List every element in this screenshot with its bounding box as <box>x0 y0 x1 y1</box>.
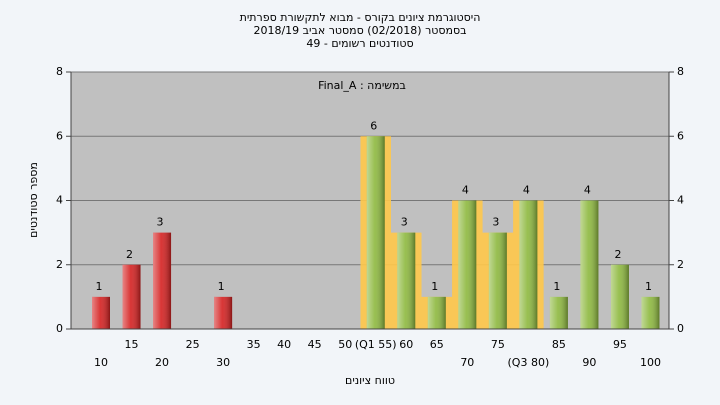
y-axis-label: מספר סטודנטים <box>27 162 40 238</box>
value-label: 2 <box>126 248 133 261</box>
x-tick-label: 35 <box>247 338 261 351</box>
chart-subtitle: בסמסטר (02/2018) סמסטר אביב 2018/19 <box>253 24 466 37</box>
bar-shade <box>397 232 416 329</box>
bar-shade <box>153 232 172 329</box>
value-label: 3 <box>401 216 408 229</box>
value-label: 1 <box>96 280 103 293</box>
value-label: 1 <box>645 280 652 293</box>
x-tick-label: 100 <box>640 356 661 369</box>
y2-tick-label: 4 <box>677 194 684 207</box>
x-tick-label: 70 <box>460 356 474 369</box>
x-tick-label: 20 <box>155 356 169 369</box>
bar-shade <box>122 264 141 329</box>
y2-tick-label: 6 <box>677 129 684 142</box>
bar-shade <box>366 136 385 329</box>
value-label: 1 <box>553 280 560 293</box>
bar-shade <box>549 296 568 329</box>
x-tick-label: 10 <box>94 356 108 369</box>
bar-shade <box>580 200 599 329</box>
x-tick-label: 45 <box>308 338 322 351</box>
value-label: 1 <box>218 280 225 293</box>
x-tick-label: 60 <box>399 338 413 351</box>
bar-shade <box>488 232 507 329</box>
x-axis-label: טווח ציונים <box>345 374 395 387</box>
x-tick-label: 25 <box>186 338 200 351</box>
chart-title: היסטוגרמת ציונים בקורס - מבוא לתקשורת ספ… <box>240 11 481 24</box>
x-tick-label: 30 <box>216 356 230 369</box>
x-tick-label: 15 <box>125 338 139 351</box>
y-tick-label: 4 <box>56 194 63 207</box>
value-label: 1 <box>431 280 438 293</box>
annotation: במשימה : Final_A <box>318 79 406 92</box>
value-label: 4 <box>462 184 469 197</box>
x-tick-label: 90 <box>582 356 596 369</box>
bar-shade <box>427 296 446 329</box>
x-tick-label: 65 <box>430 338 444 351</box>
value-label: 6 <box>370 119 377 132</box>
bar-shade <box>92 296 110 329</box>
y-tick-label: 0 <box>56 322 63 335</box>
value-label: 4 <box>523 184 530 197</box>
x-tick-label: 95 <box>613 338 627 351</box>
x-tick-label: 75 <box>491 338 505 351</box>
x-tick-label: (Q1 55) <box>355 338 397 351</box>
value-label: 4 <box>584 184 591 197</box>
x-tick-label: 50 <box>338 338 352 351</box>
bar-shade <box>641 296 660 329</box>
x-tick-label: 40 <box>277 338 291 351</box>
value-label: 2 <box>614 248 621 261</box>
value-label: 3 <box>492 216 499 229</box>
y2-tick-label: 2 <box>677 258 684 271</box>
chart-note: סטודנטים רשומים - 49 <box>306 37 413 50</box>
bars <box>92 136 660 329</box>
bar-shade <box>214 296 233 329</box>
y-tick-label: 8 <box>56 65 63 78</box>
y-tick-label: 6 <box>56 129 63 142</box>
y2-tick-label: 8 <box>677 65 684 78</box>
value-label: 3 <box>157 216 164 229</box>
bar-shade <box>519 200 538 329</box>
bar-shade <box>610 264 629 329</box>
x-tick-label: (Q3 80) <box>508 356 550 369</box>
x-tick-label: 85 <box>552 338 566 351</box>
y2-tick-label: 0 <box>677 322 684 335</box>
bar-shade <box>458 200 477 329</box>
y-tick-label: 2 <box>56 258 63 271</box>
